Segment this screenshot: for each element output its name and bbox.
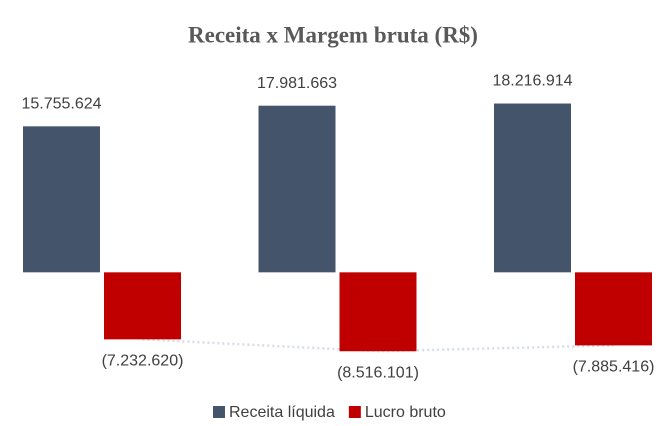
data-label: (8.516.101): [337, 364, 419, 381]
legend-swatch: [348, 406, 361, 418]
legend-label: Receita líquida: [229, 404, 335, 421]
data-label: 18.216.914: [492, 73, 572, 90]
bar: [23, 126, 100, 273]
bar: [104, 272, 181, 340]
chart-title: Receita x Margem bruta (R$): [188, 22, 478, 47]
bar: [575, 272, 652, 346]
legend-label: Lucro bruto: [365, 404, 446, 421]
legend-swatch: [213, 406, 225, 418]
data-label: (7.232.620): [102, 353, 184, 370]
bar: [494, 103, 571, 273]
data-label: 17.981.663: [257, 75, 337, 92]
data-label: 15.755.624: [21, 96, 101, 113]
bar: [258, 105, 336, 273]
data-label: (7.885.416): [573, 359, 655, 376]
bar: [339, 272, 417, 352]
